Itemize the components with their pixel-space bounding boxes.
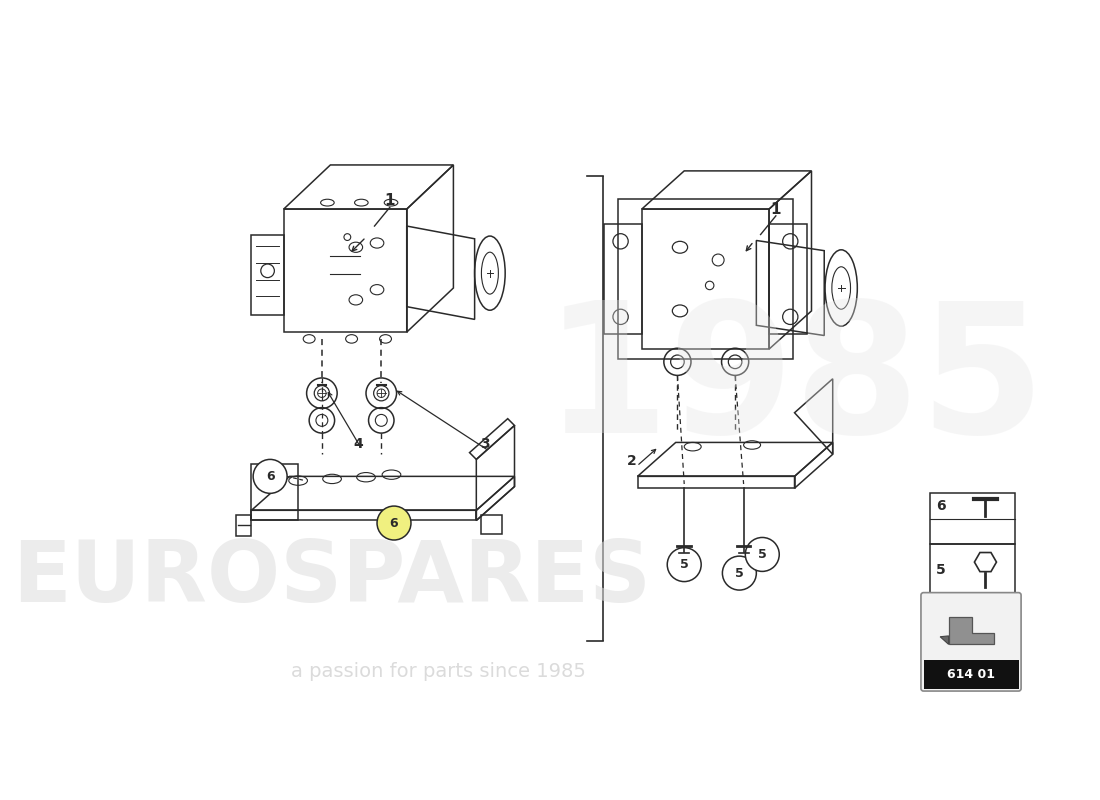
Text: 5: 5 <box>735 566 744 580</box>
Text: 5: 5 <box>936 562 945 577</box>
Circle shape <box>668 548 701 582</box>
FancyBboxPatch shape <box>921 593 1021 691</box>
Bar <box>931 544 1015 595</box>
Text: 6: 6 <box>266 470 274 483</box>
Circle shape <box>377 506 411 540</box>
Circle shape <box>723 556 757 590</box>
Text: 1985: 1985 <box>543 295 1046 471</box>
Text: 3: 3 <box>481 437 491 451</box>
Text: 1: 1 <box>771 202 781 217</box>
Text: EUROSPARES: EUROSPARES <box>12 537 651 620</box>
Circle shape <box>253 459 287 494</box>
Text: a passion for parts since 1985: a passion for parts since 1985 <box>290 662 585 681</box>
Text: 6: 6 <box>936 499 945 513</box>
Bar <box>924 660 1019 689</box>
Text: 5: 5 <box>758 548 767 561</box>
Text: 1: 1 <box>385 193 395 208</box>
Polygon shape <box>940 636 948 644</box>
Bar <box>931 494 1015 544</box>
Text: 2: 2 <box>627 454 637 468</box>
Text: 6: 6 <box>389 517 398 530</box>
Text: 614 01: 614 01 <box>947 667 996 681</box>
Circle shape <box>746 538 779 571</box>
Polygon shape <box>948 618 994 644</box>
Text: 5: 5 <box>680 558 689 571</box>
Text: 4: 4 <box>353 437 363 451</box>
